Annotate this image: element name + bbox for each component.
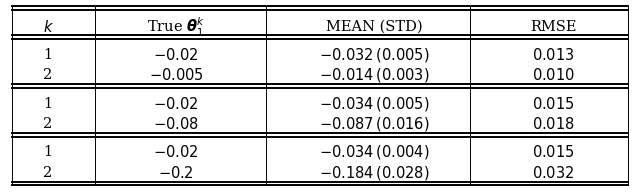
Text: $-0.034\,(0.004)$: $-0.034\,(0.004)$: [319, 144, 429, 161]
Text: $0.015$: $0.015$: [532, 96, 575, 112]
Text: $-0.034\,(0.005)$: $-0.034\,(0.005)$: [319, 95, 429, 113]
Text: $0.010$: $0.010$: [532, 67, 575, 83]
Text: $0.018$: $0.018$: [532, 116, 575, 132]
Text: $-0.2$: $-0.2$: [158, 165, 194, 181]
Text: $0.032$: $0.032$: [532, 165, 575, 181]
Text: 2: 2: [44, 166, 52, 180]
Text: $-0.014\,(0.003)$: $-0.014\,(0.003)$: [319, 66, 429, 84]
Text: $-0.087\,(0.016)$: $-0.087\,(0.016)$: [319, 115, 429, 133]
Text: True $\boldsymbol{\theta}_1^k$: True $\boldsymbol{\theta}_1^k$: [147, 15, 205, 38]
Text: RMSE: RMSE: [531, 20, 577, 34]
Text: $0.015$: $0.015$: [532, 144, 575, 160]
Text: $-0.02$: $-0.02$: [154, 47, 198, 63]
Text: $-0.184\,(0.028)$: $-0.184\,(0.028)$: [319, 164, 429, 182]
Text: $-0.08$: $-0.08$: [153, 116, 199, 132]
Text: $-0.02$: $-0.02$: [154, 96, 198, 112]
Text: $-0.02$: $-0.02$: [154, 144, 198, 160]
Text: $-0.032\,(0.005)$: $-0.032\,(0.005)$: [319, 46, 429, 64]
Text: MEAN (STD): MEAN (STD): [326, 20, 422, 34]
Text: 1: 1: [44, 48, 52, 62]
Text: 1: 1: [44, 97, 52, 111]
Text: 1: 1: [44, 145, 52, 160]
Text: 2: 2: [44, 117, 52, 131]
Text: $-0.005$: $-0.005$: [148, 67, 204, 83]
Text: $0.013$: $0.013$: [532, 47, 575, 63]
Text: 2: 2: [44, 68, 52, 82]
Text: $k$: $k$: [42, 19, 54, 35]
